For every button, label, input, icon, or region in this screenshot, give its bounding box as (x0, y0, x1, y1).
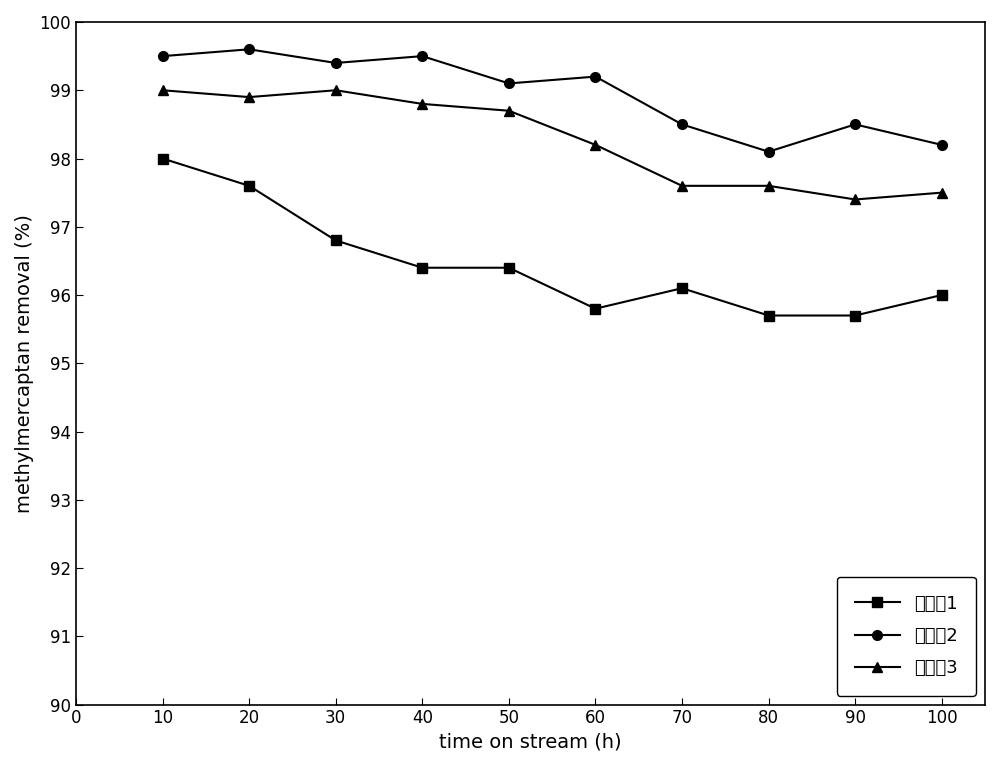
实施例1 (589, 304, 601, 313)
Line: 实施例3: 实施例3 (158, 85, 947, 204)
实施例1 (243, 181, 255, 190)
实施例1 (763, 311, 775, 320)
实施例2 (157, 51, 169, 61)
实施例2 (243, 44, 255, 54)
X-axis label: time on stream (h): time on stream (h) (439, 733, 622, 752)
实施例3 (503, 106, 515, 115)
实施例3 (936, 188, 948, 197)
实施例2 (849, 120, 861, 129)
实施例2 (416, 51, 428, 61)
实施例2 (936, 140, 948, 150)
Legend: 实施例1, 实施例2, 实施例3: 实施例1, 实施例2, 实施例3 (837, 577, 976, 696)
实施例3 (676, 181, 688, 190)
实施例1 (849, 311, 861, 320)
实施例2 (589, 72, 601, 81)
实施例3 (416, 99, 428, 108)
实施例2 (763, 147, 775, 156)
实施例3 (763, 181, 775, 190)
实施例1 (676, 284, 688, 293)
Line: 实施例2: 实施例2 (158, 44, 947, 156)
实施例1 (503, 263, 515, 272)
实施例1 (416, 263, 428, 272)
实施例2 (503, 79, 515, 88)
实施例3 (330, 86, 342, 95)
实施例3 (157, 86, 169, 95)
实施例1 (157, 154, 169, 163)
实施例3 (849, 195, 861, 204)
Y-axis label: methylmercaptan removal (%): methylmercaptan removal (%) (15, 214, 34, 512)
Line: 实施例1: 实施例1 (158, 153, 947, 321)
实施例2 (330, 58, 342, 67)
实施例2 (676, 120, 688, 129)
实施例1 (936, 291, 948, 300)
实施例3 (243, 93, 255, 102)
实施例1 (330, 235, 342, 245)
实施例3 (589, 140, 601, 150)
